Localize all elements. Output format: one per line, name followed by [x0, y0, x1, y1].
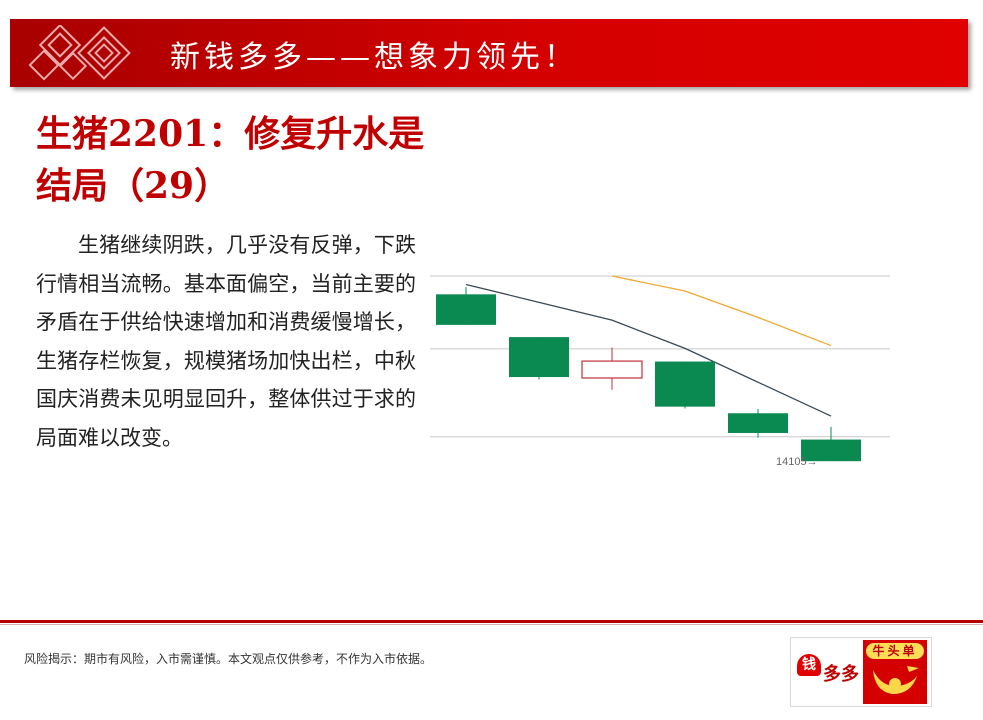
moving-average-line [611, 275, 832, 347]
brand-logos: 钱 多多 牛头单 [790, 637, 932, 707]
candlestick-chart: 14105→ [430, 275, 890, 468]
slide-body-text: 生猪继续阴跌，几乎没有反弹，下跌行情相当流畅。基本面偏空，当前主要的矛盾在于供给… [36, 233, 416, 450]
footer-divider-light [0, 624, 983, 625]
moving-average-lines [465, 275, 832, 417]
qianduoduo-logo: 钱 多多 [795, 652, 861, 692]
bull-horn-icon [873, 666, 919, 694]
chinese-knot-logo [28, 25, 131, 81]
niutoudan-label: 牛头单 [866, 643, 924, 659]
chart-gridlines [430, 275, 890, 438]
candles [436, 287, 861, 462]
niutoudan-logo: 牛头单 [863, 640, 927, 704]
header-title: 新钱多多——想象力领先！ [170, 40, 578, 75]
price-annotation: 14105→ [776, 456, 818, 468]
slide-title: 生猪2201：修复升水是结局（29） [36, 113, 425, 207]
candle-body [728, 413, 788, 433]
header-banner: 新钱多多——想象力领先！ [10, 19, 968, 87]
risk-disclaimer: 风险揭示：期市有风险，入市需谨慎。本文观点仅供参考，不作为入市依据。 [24, 652, 433, 666]
candle-body [655, 361, 715, 407]
candle-body [509, 337, 569, 378]
qianduoduo-text: 多多 [823, 664, 859, 685]
candle-body [436, 294, 496, 325]
candle-body [581, 360, 643, 379]
heart-icon: 钱 [797, 654, 821, 676]
moving-average-line [465, 283, 832, 417]
candle-body [801, 439, 861, 462]
footer-divider [0, 620, 983, 623]
